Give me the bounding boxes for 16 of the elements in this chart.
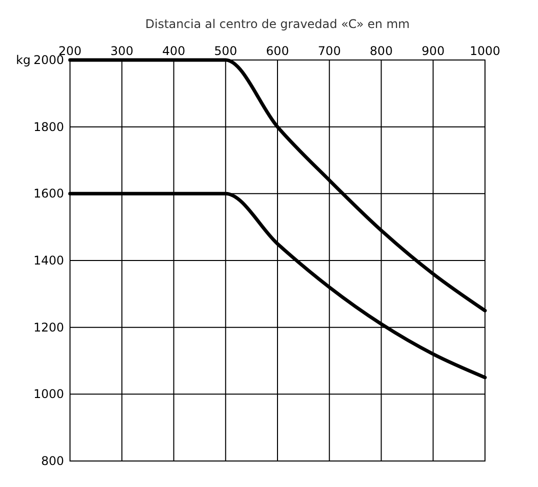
y-tick-label: 1600: [33, 186, 64, 201]
x-tick-label: 700: [318, 44, 341, 58]
x-tick-label: 800: [370, 44, 393, 58]
x-tick-label: 500: [214, 44, 238, 58]
x-axis-title: Distancia al centro de gravedad «C» en mm: [145, 17, 410, 31]
x-tick-label: 600: [266, 44, 289, 58]
x-tick-label: 900: [422, 44, 445, 58]
y-tick-label: 1000: [33, 387, 64, 402]
x-tick-label: 300: [110, 44, 134, 58]
y-tick-label: 800: [41, 454, 64, 468]
y-tick-label: 1400: [33, 254, 64, 268]
y-axis-title: kg: [16, 53, 31, 67]
y-tick-label: 1200: [33, 320, 64, 334]
x-tick-label: 1000: [470, 44, 500, 58]
y-tick-label: 1800: [33, 120, 64, 134]
x-tick-label: 400: [162, 44, 186, 58]
